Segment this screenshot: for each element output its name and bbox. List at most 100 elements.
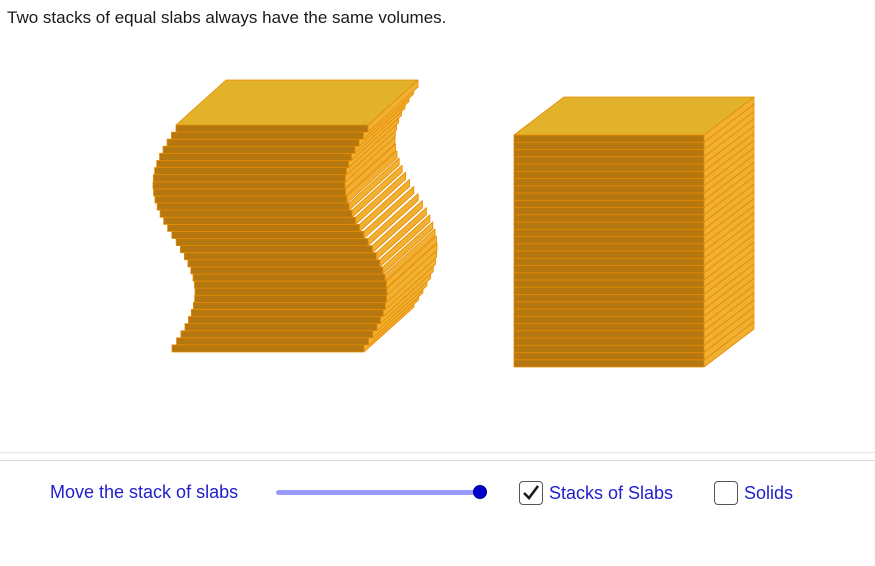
- slab-front-face: [513, 228, 705, 237]
- slab-front-face: [152, 181, 346, 190]
- slab-side-face: [351, 164, 403, 218]
- slab-top-face: [513, 96, 755, 136]
- slider-track[interactable]: [276, 490, 480, 495]
- slab-front-face: [513, 141, 705, 150]
- slab: [192, 228, 436, 282]
- slab-front-face: [171, 344, 365, 353]
- slab-front-face: [152, 174, 346, 183]
- slab-front-face: [187, 259, 381, 268]
- caption: Two stacks of equal slabs always have th…: [7, 8, 447, 27]
- slab-side-face: [379, 214, 431, 268]
- slab: [175, 193, 419, 246]
- slab-front-face: [513, 279, 705, 288]
- slab: [152, 136, 396, 190]
- slab-front-face: [163, 216, 357, 225]
- slab-front-face: [166, 138, 360, 147]
- straight-slab-stack: [513, 96, 755, 368]
- slab: [513, 161, 755, 208]
- slab: [175, 79, 419, 133]
- slab-front-face: [513, 214, 705, 223]
- slab: [513, 183, 755, 230]
- slab-front-face: [513, 250, 705, 259]
- slab-front-face: [193, 301, 386, 310]
- slab-front-face: [175, 238, 369, 246]
- slab: [513, 176, 755, 223]
- slab-front-face: [192, 273, 386, 282]
- slab-front-face: [513, 265, 705, 274]
- stacks-of-slabs-checkbox[interactable]: [519, 481, 543, 505]
- slab-front-face: [180, 330, 374, 339]
- slab-side-face: [371, 200, 423, 254]
- solids-label[interactable]: Solids: [744, 483, 794, 503]
- slab-front-face: [513, 178, 705, 187]
- slab-side-face: [375, 207, 427, 261]
- slab: [513, 299, 755, 346]
- slab-front-face: [513, 163, 705, 172]
- slab-top-face: [175, 79, 419, 126]
- slab-front-face: [190, 266, 384, 275]
- slab-side-face: [363, 186, 415, 239]
- slab-front-face: [513, 344, 705, 353]
- slab-front-face: [513, 359, 705, 368]
- slab-front-face: [513, 207, 705, 216]
- slab: [167, 178, 411, 232]
- slab-front-face: [171, 131, 364, 140]
- slab: [513, 118, 755, 165]
- slab-front-face: [513, 294, 705, 303]
- slab-front-face: [159, 209, 353, 218]
- checkmark-icon: [523, 485, 540, 500]
- slider-label: Move the stack of slabs: [50, 482, 239, 502]
- slab-front-face: [513, 272, 705, 281]
- slab: [156, 157, 400, 211]
- slab-front-face: [513, 308, 705, 317]
- slab: [190, 221, 434, 275]
- slab-side-face: [346, 150, 398, 204]
- slab: [513, 219, 755, 266]
- slab: [171, 186, 415, 239]
- slab-side-face: [382, 221, 434, 275]
- slab-front-face: [513, 352, 705, 361]
- slab-front-face: [156, 202, 350, 211]
- slab-side-face: [355, 171, 407, 225]
- slab-front-face: [513, 199, 705, 208]
- slab: [513, 227, 755, 274]
- slab-front-face: [156, 160, 350, 168]
- slab-front-face: [513, 185, 705, 194]
- slab-front-face: [162, 145, 356, 154]
- slab-front-face: [167, 223, 361, 232]
- slab-front-face: [513, 149, 705, 158]
- slab-front-face: [513, 301, 705, 310]
- slab: [513, 285, 755, 332]
- slab-front-face: [183, 252, 377, 261]
- slab: [179, 200, 423, 254]
- slab-front-face: [513, 192, 705, 201]
- slab-front-face: [513, 134, 705, 143]
- solids-checkbox[interactable]: [714, 481, 738, 505]
- slider-knob[interactable]: [473, 485, 487, 499]
- slab-front-face: [513, 337, 705, 346]
- slab-front-face: [513, 330, 705, 339]
- slab-front-face: [513, 315, 705, 324]
- divider: [0, 452, 875, 453]
- slab-front-face: [190, 309, 384, 317]
- slab-side-face: [386, 235, 437, 289]
- wavy-slab-stack: [152, 79, 438, 353]
- slab-side-face: [348, 157, 400, 211]
- slab-front-face: [513, 236, 705, 245]
- slab-front-face: [194, 287, 388, 296]
- slab: [187, 214, 431, 268]
- slab: [513, 140, 755, 187]
- slab-front-face: [176, 337, 369, 346]
- slab: [163, 171, 407, 225]
- slab-front-face: [513, 257, 705, 266]
- slab-front-face: [154, 167, 347, 176]
- stacks-of-slabs-label[interactable]: Stacks of Slabs: [549, 483, 674, 503]
- slab: [513, 292, 755, 339]
- slab-side-face: [384, 228, 436, 282]
- divider: [0, 460, 875, 461]
- slab-front-face: [153, 188, 346, 197]
- slab-front-face: [154, 195, 348, 204]
- slab-front-face: [179, 245, 373, 254]
- slab-front-face: [513, 243, 705, 252]
- slab-front-face: [159, 152, 352, 161]
